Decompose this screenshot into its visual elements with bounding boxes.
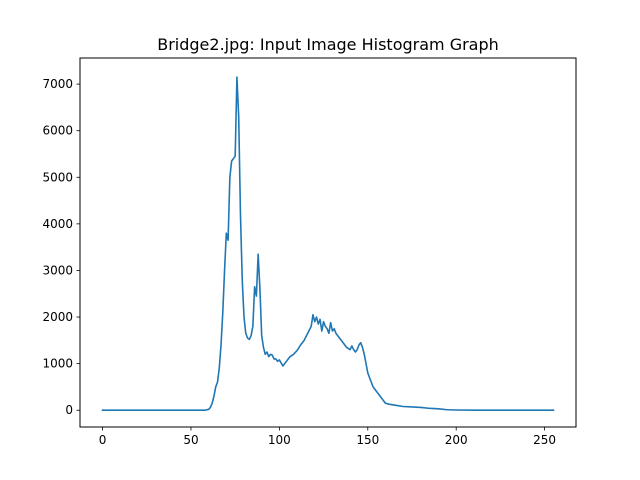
- y-tick-label: 7000: [42, 77, 73, 91]
- x-tick-label: 50: [183, 433, 198, 447]
- y-tick-label: 3000: [42, 263, 73, 277]
- x-tick-label: 100: [268, 433, 291, 447]
- axes-frame: [79, 57, 577, 428]
- y-tick-label: 2000: [42, 310, 73, 324]
- chart-title: Bridge2.jpg: Input Image Histogram Graph: [157, 35, 499, 54]
- x-tick-label: 250: [533, 433, 556, 447]
- y-tick-label: 1000: [42, 357, 73, 371]
- x-tick-label: 0: [99, 433, 107, 447]
- histogram-line: [101, 76, 555, 412]
- plot-area: 0 50 100 150 200 250 0 1000 2000 3000 4000 5000 6000…: [42, 76, 556, 447]
- y-tick-label: 6000: [42, 124, 73, 138]
- y-tick-label: 4000: [42, 217, 73, 231]
- x-tick-label: 200: [445, 433, 468, 447]
- x-tick-label: 150: [356, 433, 379, 447]
- y-tick-label: 0: [65, 403, 73, 417]
- y-tick-label: 5000: [42, 170, 73, 184]
